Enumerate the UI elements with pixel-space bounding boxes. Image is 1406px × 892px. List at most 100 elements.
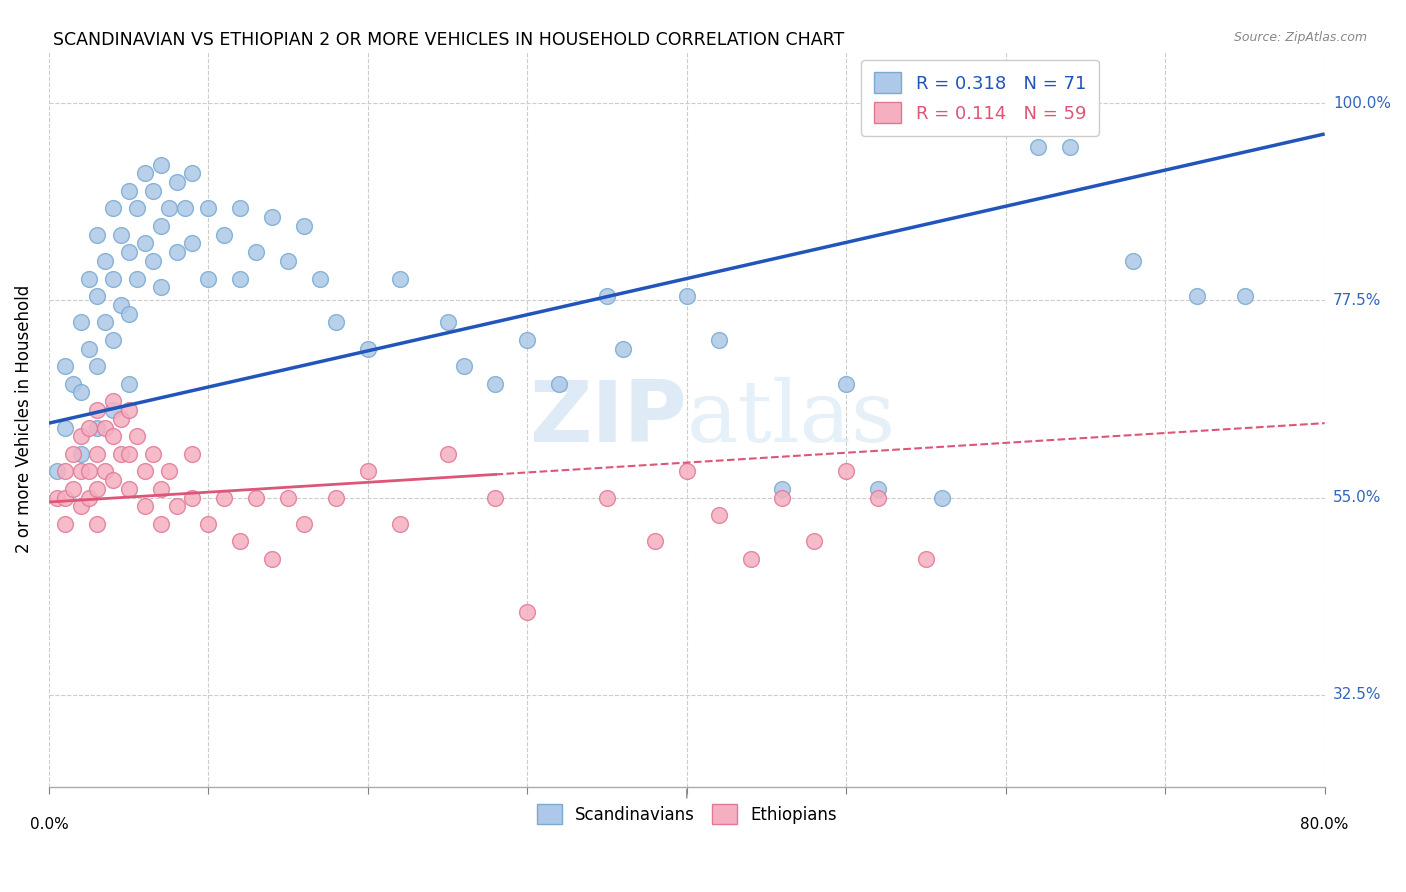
- Point: [1233, 289, 1256, 303]
- Point: [229, 271, 252, 285]
- Point: [173, 202, 195, 216]
- Point: [357, 342, 380, 356]
- Point: [70, 464, 93, 478]
- Point: [157, 202, 180, 216]
- Point: [181, 236, 204, 251]
- Point: [197, 271, 219, 285]
- Point: [166, 500, 188, 514]
- Point: [229, 202, 252, 216]
- Text: ZIP: ZIP: [529, 377, 686, 460]
- Point: [134, 500, 156, 514]
- Point: [436, 447, 458, 461]
- Point: [675, 289, 697, 303]
- Point: [835, 376, 858, 391]
- Point: [325, 491, 347, 505]
- Point: [277, 491, 299, 505]
- Point: [707, 333, 730, 347]
- Point: [142, 447, 165, 461]
- Point: [134, 166, 156, 180]
- Point: [835, 464, 858, 478]
- Point: [245, 491, 267, 505]
- Point: [110, 411, 132, 425]
- Point: [915, 552, 938, 566]
- Point: [772, 482, 794, 496]
- Point: [149, 219, 172, 233]
- Point: [70, 500, 93, 514]
- Point: [262, 210, 284, 224]
- Point: [357, 464, 380, 478]
- Point: [77, 420, 100, 434]
- Point: [292, 516, 315, 531]
- Point: [86, 447, 108, 461]
- Point: [596, 491, 619, 505]
- Point: [484, 491, 506, 505]
- Point: [142, 254, 165, 268]
- Point: [53, 464, 76, 478]
- Point: [166, 175, 188, 189]
- Point: [740, 552, 762, 566]
- Point: [110, 227, 132, 242]
- Point: [181, 447, 204, 461]
- Point: [86, 403, 108, 417]
- Point: [118, 447, 141, 461]
- Text: 100.0%: 100.0%: [1333, 95, 1391, 111]
- Text: 0.0%: 0.0%: [30, 817, 69, 832]
- Point: [101, 333, 124, 347]
- Point: [70, 447, 93, 461]
- Point: [77, 464, 100, 478]
- Point: [868, 491, 890, 505]
- Point: [86, 516, 108, 531]
- Point: [149, 516, 172, 531]
- Point: [94, 254, 117, 268]
- Text: 55.0%: 55.0%: [1333, 490, 1381, 505]
- Point: [125, 202, 148, 216]
- Point: [644, 534, 666, 549]
- Point: [309, 271, 332, 285]
- Point: [62, 482, 84, 496]
- Point: [149, 482, 172, 496]
- Point: [101, 473, 124, 487]
- Point: [46, 491, 69, 505]
- Point: [101, 394, 124, 409]
- Point: [118, 376, 141, 391]
- Text: atlas: atlas: [686, 377, 896, 460]
- Point: [110, 447, 132, 461]
- Point: [94, 420, 117, 434]
- Point: [86, 482, 108, 496]
- Point: [101, 202, 124, 216]
- Point: [70, 385, 93, 400]
- Point: [53, 359, 76, 374]
- Text: Source: ZipAtlas.com: Source: ZipAtlas.com: [1233, 31, 1367, 45]
- Point: [931, 491, 953, 505]
- Point: [214, 227, 236, 242]
- Point: [53, 491, 76, 505]
- Point: [197, 516, 219, 531]
- Point: [149, 280, 172, 294]
- Point: [110, 298, 132, 312]
- Point: [612, 342, 634, 356]
- Point: [245, 245, 267, 260]
- Point: [118, 482, 141, 496]
- Point: [77, 491, 100, 505]
- Point: [325, 315, 347, 329]
- Point: [1059, 140, 1081, 154]
- Point: [596, 289, 619, 303]
- Point: [125, 271, 148, 285]
- Point: [516, 605, 538, 619]
- Point: [157, 464, 180, 478]
- Point: [86, 420, 108, 434]
- Point: [118, 403, 141, 417]
- Point: [101, 429, 124, 443]
- Point: [118, 307, 141, 321]
- Point: [101, 403, 124, 417]
- Point: [94, 315, 117, 329]
- Point: [70, 429, 93, 443]
- Point: [86, 359, 108, 374]
- Point: [149, 158, 172, 172]
- Point: [86, 289, 108, 303]
- Point: [70, 315, 93, 329]
- Point: [77, 342, 100, 356]
- Point: [46, 464, 69, 478]
- Point: [118, 245, 141, 260]
- Point: [436, 315, 458, 329]
